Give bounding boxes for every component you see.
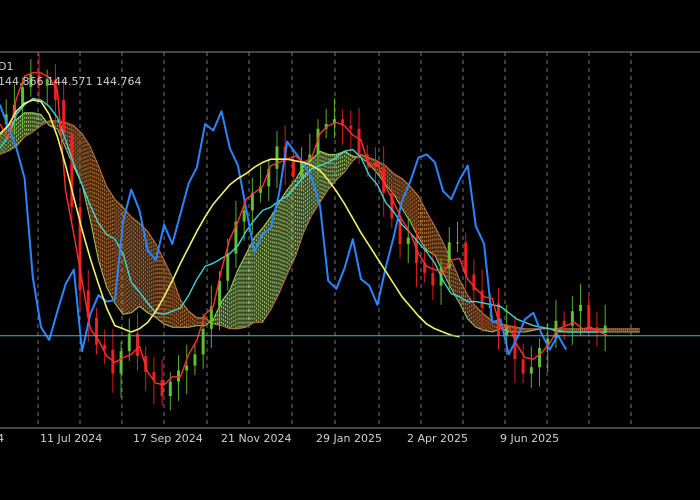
- x-tick-label-0: 24: [0, 432, 4, 445]
- candle-body-67: [546, 338, 550, 348]
- candle-body-20: [160, 380, 164, 396]
- candle-body-13: [103, 344, 107, 350]
- span-a-line: [0, 112, 640, 333]
- candle-body-73: [595, 327, 599, 332]
- candle-body-70: [570, 311, 574, 326]
- symbol-timeframe: D1: [0, 60, 13, 73]
- indicator-lines: [0, 72, 608, 386]
- candle-body-55: [447, 242, 451, 268]
- candle-body-19: [152, 372, 156, 380]
- candle-body-56: [455, 242, 459, 244]
- candle-body-49: [398, 218, 402, 244]
- candle-body-72: [587, 304, 591, 328]
- x-tick-label-4: 29 Jan 2025: [316, 432, 382, 445]
- candle-body-40: [324, 124, 328, 129]
- candle-body-9: [70, 133, 74, 208]
- candle-body-7: [53, 79, 57, 100]
- candle-body-24: [193, 354, 197, 366]
- candle-body-30: [242, 210, 246, 222]
- x-tick-label-1: 11 Jul 2024: [40, 432, 102, 445]
- candle-body-53: [431, 272, 435, 286]
- x-tick-label-3: 21 Nov 2024: [221, 432, 291, 445]
- candle-body-17: [135, 333, 139, 356]
- candle-body-27: [218, 280, 222, 307]
- candle-body-74: [603, 325, 607, 332]
- candle-body-36: [291, 160, 295, 177]
- candle-body-43: [349, 125, 353, 129]
- x-tick-label-2: 17 Sep 2024: [133, 432, 203, 445]
- chikou-line: [0, 104, 568, 356]
- candle-body-29: [234, 221, 238, 254]
- candle-body-34: [275, 146, 279, 169]
- candle-body-5: [37, 74, 41, 86]
- candle-body-62: [505, 325, 509, 336]
- x-tick-label-5: 2 Apr 2025: [407, 432, 468, 445]
- candle-body-32: [259, 186, 263, 193]
- candle-body-44: [357, 128, 361, 155]
- x-tick-label-6: 9 Jun 2025: [500, 432, 559, 445]
- moving-average-line: [0, 99, 460, 338]
- candle-body-28: [226, 253, 230, 281]
- candle-body-37: [300, 162, 304, 177]
- candle-body-11: [86, 290, 90, 318]
- candle-body-21: [168, 381, 172, 396]
- candle-body-58: [472, 274, 476, 291]
- candle-body-10: [78, 207, 82, 291]
- candle-body-50: [406, 237, 410, 244]
- candle-body-15: [119, 351, 123, 374]
- ohlc-values: 144.866 144.571 144.764: [0, 75, 141, 88]
- candle-body-23: [185, 365, 189, 371]
- candle-body-41: [332, 119, 336, 124]
- candle-body-52: [423, 263, 427, 273]
- candle-body-48: [390, 192, 394, 219]
- candlesticks: [4, 53, 607, 411]
- kijun-line: [0, 97, 608, 333]
- candle-body-16: [127, 333, 131, 352]
- candle-body-3: [21, 87, 25, 105]
- candle-body-12: [94, 317, 98, 345]
- candle-body-25: [201, 328, 205, 355]
- candle-body-64: [521, 359, 525, 374]
- candle-body-59: [480, 290, 484, 308]
- candle-body-57: [464, 242, 468, 275]
- candle-body-26: [209, 306, 213, 329]
- candle-body-46: [373, 162, 377, 168]
- candle-body-69: [562, 320, 566, 326]
- candle-body-6: [45, 79, 49, 86]
- candle-body-4: [29, 74, 33, 88]
- x-axis-labels: 24 11 Jul 2024 17 Sep 2024 21 Nov 2024 29 Ja…: [0, 432, 559, 445]
- candle-body-31: [250, 192, 254, 211]
- candle-body-22: [177, 370, 181, 382]
- candle-body-8: [62, 100, 66, 134]
- candle-body-71: [579, 304, 583, 312]
- candle-body-42: [341, 119, 345, 126]
- candle-body-66: [538, 348, 542, 368]
- candle-body-33: [267, 168, 271, 187]
- candle-body-65: [529, 367, 533, 374]
